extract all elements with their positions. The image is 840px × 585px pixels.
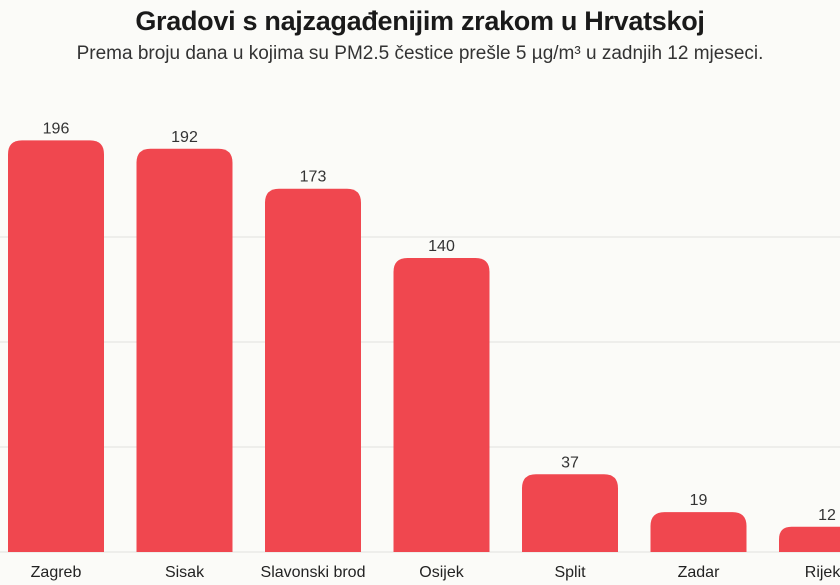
data-label: 173 — [300, 169, 327, 186]
data-label: 37 — [561, 454, 579, 471]
bars — [8, 140, 840, 553]
x-tick-label: Zagreb — [31, 564, 82, 581]
bar — [8, 140, 104, 552]
bar — [393, 258, 490, 552]
chart-subtitle: Prema broju dana u kojima su PM2.5 česti… — [76, 43, 764, 64]
bar — [779, 526, 840, 552]
x-tick-labels: Zagreb Sisak Slavonski brod Osijek Split Zada… — [31, 564, 840, 581]
data-label: 192 — [171, 129, 198, 146]
bar — [265, 188, 361, 552]
chart-title: Gradovi s najzagađenijim zrakom u Hrvats… — [135, 6, 705, 36]
x-tick-label: Osijek — [419, 564, 464, 581]
data-labels: 196 192 173 140 37 19 12 — [43, 120, 836, 523]
x-tick-label: Rijeka — [805, 564, 840, 581]
data-label: 140 — [428, 238, 455, 255]
bar — [136, 148, 233, 553]
data-label: 196 — [43, 120, 70, 137]
data-label: 19 — [690, 492, 708, 509]
x-tick-label: Slavonski brod — [261, 564, 366, 581]
data-label: 12 — [818, 507, 836, 524]
x-tick-label: Zadar — [678, 564, 720, 581]
x-tick-label: Sisak — [165, 564, 205, 581]
x-tick-label: Split — [554, 564, 586, 581]
bar — [650, 512, 747, 552]
bar — [522, 474, 618, 552]
